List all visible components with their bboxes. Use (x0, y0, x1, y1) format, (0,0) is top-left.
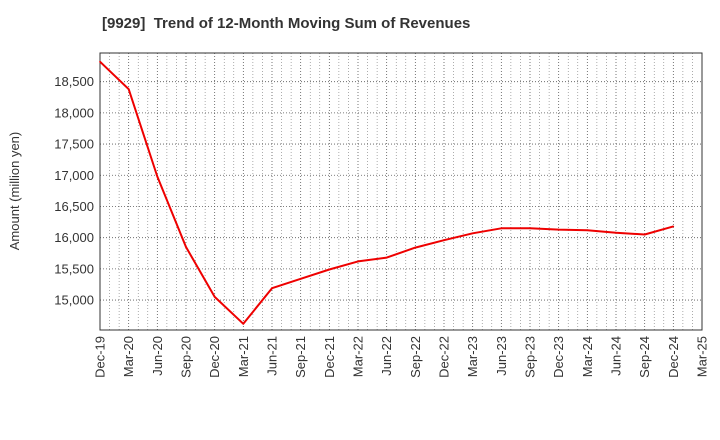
data-point (500, 227, 503, 230)
data-point (99, 60, 101, 63)
y-tick-label: 16,500 (54, 199, 94, 214)
y-tick-labels: 15,000 15,500 16,000 16,500 17,000 17,500 18,0… (54, 74, 94, 307)
data-point (471, 232, 474, 235)
grid-lines (100, 53, 702, 330)
data-point (127, 88, 130, 90)
y-tick-label: 18,500 (54, 74, 94, 89)
data-point (643, 233, 646, 236)
data-point (328, 268, 331, 271)
data-point (156, 175, 159, 178)
data-point (271, 287, 273, 290)
x-tick-label: Dec-24 (666, 336, 681, 378)
x-tick-label: Jun-24 (609, 336, 624, 376)
data-point (586, 229, 589, 231)
data-point (185, 246, 187, 248)
x-tick-label: Mar-24 (580, 336, 595, 377)
x-tick-label: Sep-20 (179, 336, 194, 378)
y-tick-label: 17,500 (54, 137, 94, 152)
x-tick-label: Mar-25 (695, 336, 710, 377)
y-tick-label: 17,000 (54, 168, 94, 183)
y-tick-label: 16,000 (54, 230, 94, 245)
x-tick-labels: Dec-19 Mar-20 Jun-20 Sep-20 Dec-20 Mar-21 Jun-… (93, 336, 710, 378)
x-tick-label: Dec-23 (551, 336, 566, 378)
x-tick-label: Mar-21 (236, 336, 251, 377)
x-tick-label: Dec-19 (93, 336, 108, 378)
data-point (299, 278, 302, 280)
x-tick-label: Sep-23 (523, 336, 538, 378)
data-point (414, 246, 417, 249)
data-point (615, 231, 617, 234)
x-tick-label: Mar-23 (465, 336, 480, 377)
x-tick-label: Dec-21 (322, 336, 337, 378)
x-tick-label: Sep-21 (293, 336, 308, 378)
y-axis-label: Amount (million yen) (7, 132, 22, 251)
data-point (557, 228, 560, 231)
data-point (529, 227, 531, 230)
x-tick-label: Jun-22 (379, 336, 394, 376)
plot-area-frame (99, 52, 703, 331)
chart-title: [9929] Trend of 12-Month Moving Sum of R… (102, 15, 471, 32)
x-tick-label: Sep-22 (408, 336, 423, 378)
y-tick-label: 15,500 (54, 261, 94, 276)
data-point (213, 296, 216, 298)
data-point (385, 256, 388, 259)
x-tick-label: Jun-21 (265, 336, 280, 376)
data-point (242, 322, 245, 325)
x-tick-label: Mar-20 (121, 336, 136, 377)
data-point (443, 239, 445, 241)
x-tick-label: Jun-20 (150, 336, 165, 376)
data-point (357, 260, 359, 263)
y-tick-label: 15,000 (54, 293, 94, 308)
x-tick-label: Jun-23 (494, 336, 509, 376)
x-tick-label: Mar-22 (351, 336, 366, 377)
data-point (672, 225, 675, 228)
x-tick-label: Dec-22 (437, 336, 452, 378)
series-layer (99, 60, 675, 325)
x-tick-label: Sep-24 (637, 336, 652, 378)
x-tick-label: Dec-20 (207, 336, 222, 378)
y-tick-label: 18,000 (54, 105, 94, 120)
